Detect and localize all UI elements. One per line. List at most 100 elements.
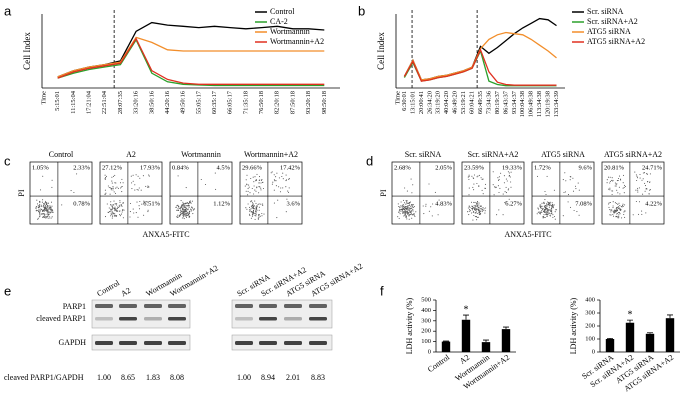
cell-dot (246, 174, 248, 176)
cell-dot (544, 190, 546, 193)
cell-dot (51, 205, 53, 207)
quadrant-percent: 17.93% (140, 164, 161, 171)
cell-dot (410, 210, 412, 212)
cell-dot (622, 205, 624, 207)
cell-dot (52, 211, 54, 213)
cell-dot (476, 182, 478, 185)
cell-dot (184, 203, 187, 205)
cell-dot (405, 210, 407, 212)
cell-dot (38, 204, 40, 207)
cell-dot (555, 209, 557, 211)
ratio-value: 8.83 (311, 373, 325, 382)
cell-dot (114, 208, 116, 210)
cell-dot (248, 206, 251, 208)
cell-dot (147, 186, 149, 189)
cell-dot (39, 211, 41, 213)
cell-dot (635, 174, 637, 176)
cell-dot (122, 182, 124, 184)
cell-dot (551, 204, 553, 206)
cell-dot (262, 203, 264, 205)
cell-dot (136, 201, 138, 203)
cell-dot (249, 208, 251, 211)
x-tick-label: 6:30:01 (401, 91, 408, 111)
cell-dot (548, 213, 550, 215)
cell-dot (505, 178, 507, 180)
cell-dot (143, 200, 145, 202)
legend-label: Wortmannin+A2 (270, 37, 324, 46)
cell-dot (248, 186, 250, 188)
cell-dot (502, 193, 504, 195)
cell-dot (477, 204, 479, 206)
band (168, 317, 186, 321)
cell-dot (120, 187, 122, 189)
band (284, 341, 302, 345)
cell-dot (180, 213, 182, 215)
y-axis-label: LDH activity (%) (405, 297, 414, 354)
cell-dot (423, 213, 425, 215)
quadrant-percent: 0.78% (73, 201, 90, 208)
band (284, 304, 302, 308)
cell-dot (252, 203, 254, 205)
cell-dot (43, 209, 45, 211)
cell-dot (497, 185, 499, 187)
cell-dot (43, 206, 45, 208)
cell-dot (562, 179, 564, 181)
cell-dot (185, 216, 188, 218)
cell-dot (148, 175, 150, 177)
cell-dot (402, 204, 404, 206)
cell-dot (114, 210, 116, 212)
cell-dot (475, 202, 477, 204)
cell-dot (469, 206, 471, 209)
cell-dot (114, 213, 116, 215)
y-axis-label: Cell Index (376, 32, 386, 70)
cell-dot (190, 208, 192, 210)
cell-dot (404, 187, 406, 189)
cell-dot (618, 214, 620, 216)
cell-dot (577, 182, 579, 184)
cell-dot (565, 180, 567, 182)
cell-dot (43, 212, 45, 215)
cell-dot (476, 219, 478, 221)
cell-dot (478, 212, 480, 214)
cell-dot (178, 214, 181, 216)
cell-dot (114, 174, 116, 176)
quadrant-percent: 2.33% (73, 164, 90, 171)
cell-dot (177, 204, 179, 206)
cell-dot (552, 216, 554, 218)
cell-dot (481, 207, 483, 210)
cell-dot (467, 176, 469, 178)
cell-dot (472, 219, 474, 221)
cell-dot (288, 178, 290, 180)
x-tick-label: 38:50:16 (148, 90, 155, 114)
cell-dot (38, 216, 41, 218)
cell-dot (61, 204, 63, 206)
cell-dot (184, 206, 186, 209)
cell-dot (505, 192, 508, 194)
cell-dot (611, 209, 613, 211)
cell-dot (400, 210, 402, 212)
cell-dot (183, 209, 185, 211)
cell-dot (131, 182, 133, 184)
cell-dot (402, 199, 405, 201)
cell-dot (188, 212, 190, 214)
y-tick-label: 400 (421, 307, 431, 314)
cell-dot (50, 217, 52, 219)
cell-dot (113, 215, 115, 217)
cell-dot (193, 208, 195, 210)
cell-dot (612, 210, 614, 212)
x-tick-label: 46:49:20 (452, 91, 459, 114)
cell-dot (398, 205, 400, 208)
cell-dot (114, 203, 116, 205)
plot-title: A2 (126, 150, 136, 159)
cell-dot (492, 184, 494, 186)
x-tick-label: 26:34:20 (426, 91, 433, 114)
cell-dot (477, 175, 479, 177)
x-tick-label: 33:20:16 (133, 90, 140, 114)
cell-dot (406, 218, 408, 220)
cell-dot (116, 207, 119, 209)
cell-dot (479, 210, 481, 213)
x-tick-label: 17:21:04 (86, 90, 93, 114)
cell-dot (411, 204, 413, 206)
cell-dot (609, 201, 611, 204)
error-bar (647, 332, 653, 334)
